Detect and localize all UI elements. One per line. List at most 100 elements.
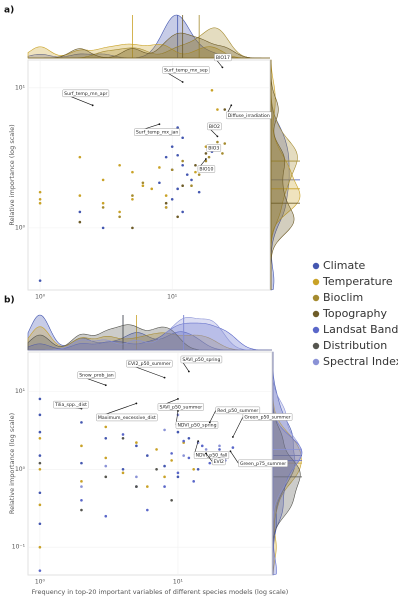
annotation-label: Maximum_excessive_dist xyxy=(98,415,156,421)
point xyxy=(78,220,82,224)
point xyxy=(80,508,83,512)
point xyxy=(181,136,184,140)
annotation: Green_p50_summer xyxy=(242,413,293,421)
point xyxy=(204,448,208,451)
annotation-label: Diffuse_irradiation xyxy=(228,113,270,119)
x-tick-label: 10⁰ xyxy=(35,294,46,301)
point xyxy=(121,471,125,475)
annotation-label: NDVI_p50_fall xyxy=(196,453,228,459)
legend-label: Bioclim xyxy=(323,291,363,304)
annotation-point xyxy=(163,376,166,379)
annotation-arrow xyxy=(209,410,217,423)
point xyxy=(164,206,168,209)
annotation-box xyxy=(193,451,230,459)
annotation-point xyxy=(205,158,207,160)
annotation-box xyxy=(207,122,222,131)
point xyxy=(38,569,42,572)
annotation-box xyxy=(157,403,204,411)
annotation-point xyxy=(158,123,161,126)
annotation-label: SAVI_p50_summer xyxy=(159,404,202,410)
point xyxy=(38,413,42,417)
annotation-point xyxy=(216,135,219,138)
annotation-point xyxy=(231,436,234,438)
y-tick-label: 10¹ xyxy=(15,84,26,91)
point xyxy=(101,206,105,209)
annotation-point xyxy=(208,421,211,424)
x-density xyxy=(27,326,272,351)
point xyxy=(170,459,173,462)
legend-label: Landsat Band xyxy=(323,323,398,336)
point xyxy=(223,142,227,145)
point xyxy=(146,454,149,457)
annotation: EVI2 xyxy=(211,457,226,466)
annotation: Diffuse_irradiation xyxy=(226,111,272,120)
annotation-label: EVI2 xyxy=(214,459,224,465)
point xyxy=(78,194,82,197)
point xyxy=(121,467,125,471)
x-density xyxy=(28,317,272,351)
point xyxy=(190,178,193,182)
plot-area xyxy=(27,59,271,291)
point xyxy=(80,498,83,502)
x-tick-label: 10¹ xyxy=(173,579,184,586)
point xyxy=(207,155,211,159)
point xyxy=(104,425,108,429)
point xyxy=(80,480,83,483)
point xyxy=(192,467,195,471)
y-tick-label: 10¹ xyxy=(15,388,26,395)
annotation: BIO10 xyxy=(197,165,216,173)
annotation-box xyxy=(175,421,219,429)
annotation: Maximum_excessive_dist xyxy=(96,413,158,422)
annotation-label: Snow_prob_jan xyxy=(79,373,114,379)
annotation-point xyxy=(230,104,233,107)
annotation: Tilia_spp._dist xyxy=(53,400,89,409)
y-axis-label: Relative importance (log scale) xyxy=(8,124,16,225)
point xyxy=(38,454,42,457)
annotation-label: Surf_temp_mx_jan xyxy=(136,130,179,136)
point xyxy=(216,140,219,144)
point xyxy=(135,441,138,444)
annotation: SAVI_p50_summer xyxy=(157,403,204,411)
point xyxy=(176,430,180,434)
point xyxy=(210,89,214,92)
legend-label: Temperature xyxy=(322,275,393,288)
panel-label: b) xyxy=(4,296,15,306)
point xyxy=(104,514,108,518)
point xyxy=(176,187,179,191)
point xyxy=(164,201,168,205)
point xyxy=(181,210,184,214)
point xyxy=(131,197,134,201)
annotation-box xyxy=(77,371,116,379)
panel-label: a) xyxy=(4,6,14,16)
legend-marker xyxy=(312,310,320,318)
annotation-label: BIO17 xyxy=(216,55,230,61)
x-tick-label: 10⁰ xyxy=(35,579,46,586)
annotation-label: NDVI_p50_spring xyxy=(177,422,216,428)
x-density xyxy=(28,32,271,59)
x-tick-label: 10¹ xyxy=(167,294,178,301)
point xyxy=(163,485,166,488)
point xyxy=(104,464,108,468)
annotation-box xyxy=(134,128,181,136)
point xyxy=(163,428,166,432)
y-density xyxy=(270,59,295,290)
legend-marker xyxy=(312,278,320,286)
point xyxy=(38,201,42,205)
point xyxy=(78,210,82,214)
point xyxy=(181,159,184,163)
annotation-point xyxy=(221,66,224,69)
point xyxy=(104,456,108,460)
point xyxy=(190,184,193,188)
legend-label: Spectral Index xyxy=(323,355,398,368)
annotation-label: BIO3 xyxy=(208,145,219,151)
point xyxy=(216,108,219,111)
point xyxy=(38,545,42,549)
point xyxy=(80,461,83,465)
point xyxy=(192,480,195,483)
point xyxy=(141,184,145,188)
point xyxy=(104,436,108,440)
point xyxy=(187,456,191,460)
point xyxy=(131,170,134,174)
annotation-box xyxy=(215,406,261,415)
